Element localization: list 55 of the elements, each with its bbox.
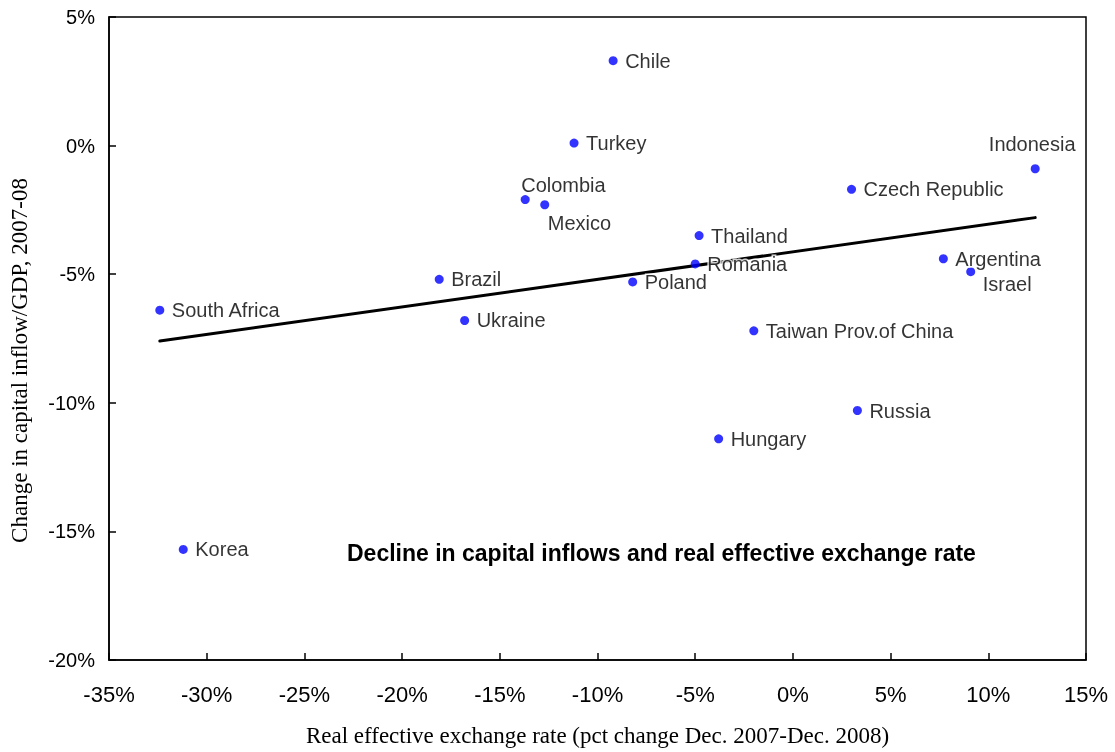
point (520, 195, 530, 205)
x-tick-label: -10% (571, 681, 624, 707)
point (628, 277, 638, 287)
y-tick-label: 5% (66, 6, 96, 28)
y-tick-label: -5% (59, 263, 96, 286)
point (852, 406, 862, 416)
annotation: Colombia (521, 173, 607, 196)
point (714, 434, 724, 444)
point (608, 56, 618, 66)
point (569, 138, 579, 148)
annotation: Israel (982, 272, 1032, 295)
annotation: Ukraine (476, 309, 546, 332)
x-tick-label: -15% (474, 681, 526, 707)
x-tick-label: -5% (675, 681, 715, 707)
point (460, 316, 470, 325)
point (938, 254, 948, 264)
annotation: Indonesia (988, 132, 1077, 155)
point (749, 326, 759, 336)
x-axis-title: Real effective exchange rate (pct change Dec. 2007-Dec. 2008) (305, 723, 890, 748)
annotation: Korea (195, 538, 250, 561)
annotation: Chile (625, 49, 671, 72)
annotation: South Africa (171, 299, 281, 322)
annotation: Mexico (547, 211, 612, 234)
annotation: Poland (644, 270, 707, 293)
x-tick-label: 5% (874, 681, 907, 707)
point (847, 184, 857, 194)
x-tick-label: -20% (376, 681, 428, 707)
text: Decline in capital inflows and real effective exchange rate (347, 539, 976, 566)
point (1030, 164, 1040, 174)
point (434, 274, 444, 284)
annotation: Brazil (451, 268, 502, 291)
x-tick-label: 10% (966, 681, 1011, 707)
point (178, 544, 188, 554)
annotation: Turkey (586, 132, 647, 155)
y-tick-label: -20% (48, 649, 96, 671)
y-tick-label: -10% (48, 391, 96, 414)
point (690, 259, 700, 269)
y-axis-title: Change in capital inflow/GDP, 2007-08 (7, 178, 32, 543)
y-tick-label: 0% (66, 134, 96, 157)
annotation: Argentina (955, 247, 1042, 270)
x-tick-label: -30% (181, 681, 233, 707)
y-tick-label: -15% (48, 520, 96, 543)
x-tick-label: -35% (83, 681, 135, 707)
annotation: Czech Republic (863, 178, 1004, 201)
x-tick-label: 15% (1063, 681, 1109, 707)
point (694, 231, 704, 241)
annotation: Russia (869, 399, 932, 422)
annotation: Thailand (711, 224, 788, 247)
point (540, 200, 550, 210)
x-tick-label: -25% (278, 681, 331, 707)
annotation: Hungary (730, 427, 807, 450)
annotation: Taiwan Prov.of China (765, 319, 955, 342)
annotation: Romania (707, 252, 789, 275)
x-tick-label: 0% (777, 681, 809, 707)
point (155, 305, 165, 315)
